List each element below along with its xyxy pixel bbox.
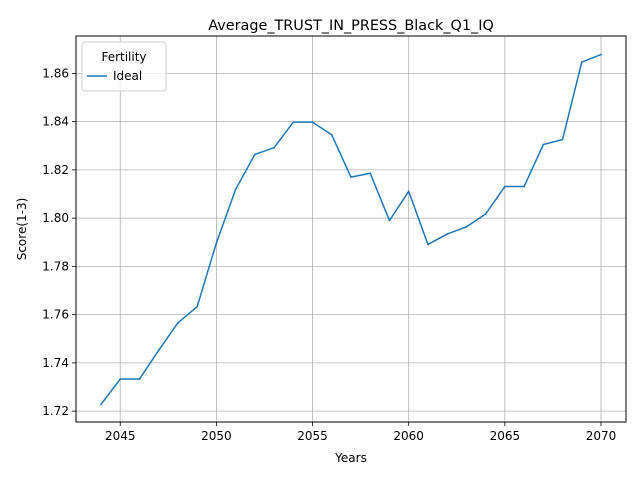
data-point bbox=[446, 233, 449, 235]
data-point bbox=[119, 378, 122, 380]
data-point bbox=[138, 378, 141, 380]
y-tick-label: 1.76 bbox=[42, 308, 69, 322]
data-point bbox=[503, 185, 506, 188]
plot-frame bbox=[75, 35, 627, 423]
data-point bbox=[234, 188, 237, 191]
data-point bbox=[215, 242, 218, 244]
x-tick-label: 2065 bbox=[490, 429, 521, 443]
x-axis-label: Years bbox=[334, 451, 367, 465]
x-tick-label: 2045 bbox=[105, 429, 136, 443]
y-tick-label: 1.72 bbox=[42, 404, 69, 418]
data-point bbox=[465, 225, 468, 228]
data-point bbox=[273, 146, 275, 149]
data-point bbox=[407, 190, 410, 193]
data-point bbox=[427, 243, 429, 246]
data-point bbox=[542, 143, 545, 146]
data-point bbox=[100, 403, 102, 406]
data-point bbox=[388, 219, 391, 222]
axis-ticks: 2045 2050 2055 2060 2065 2070 1.72 1.74 1.76 1.78… bbox=[42, 66, 616, 443]
data-point bbox=[523, 185, 525, 188]
data-point bbox=[177, 321, 179, 324]
grid-lines bbox=[76, 36, 626, 422]
x-tick-label: 2070 bbox=[586, 429, 617, 443]
data-point bbox=[600, 53, 602, 56]
y-tick-label: 1.74 bbox=[42, 356, 69, 370]
x-tick-label: 2060 bbox=[393, 429, 424, 443]
data-point bbox=[484, 213, 487, 215]
legend-box bbox=[81, 41, 167, 92]
x-tick-label: 2055 bbox=[297, 429, 328, 443]
data-point bbox=[580, 61, 583, 63]
y-axis-label: Score(1-3) bbox=[15, 198, 29, 261]
legend-entry-label: Ideal bbox=[113, 69, 142, 83]
data-point bbox=[561, 138, 564, 141]
y-tick-label: 1.82 bbox=[42, 163, 69, 177]
y-tick-label: 1.80 bbox=[42, 211, 69, 225]
y-tick-label: 1.86 bbox=[42, 66, 69, 80]
legend-title: Fertility bbox=[101, 50, 146, 64]
y-tick-label: 1.84 bbox=[42, 115, 69, 129]
data-point bbox=[253, 153, 256, 156]
data-point bbox=[311, 121, 314, 124]
chart-title: Average_TRUST_IN_PRESS_Black_Q1_IQ bbox=[208, 18, 494, 34]
legend: Fertility Ideal bbox=[81, 41, 167, 92]
data-point bbox=[157, 349, 160, 352]
data-point bbox=[330, 134, 333, 136]
data-point bbox=[292, 121, 295, 124]
data-point bbox=[369, 172, 372, 175]
data-point bbox=[350, 176, 352, 179]
series-lines bbox=[100, 53, 602, 406]
data-point bbox=[196, 305, 199, 308]
y-tick-label: 1.78 bbox=[42, 259, 69, 273]
x-tick-label: 2050 bbox=[201, 429, 232, 443]
